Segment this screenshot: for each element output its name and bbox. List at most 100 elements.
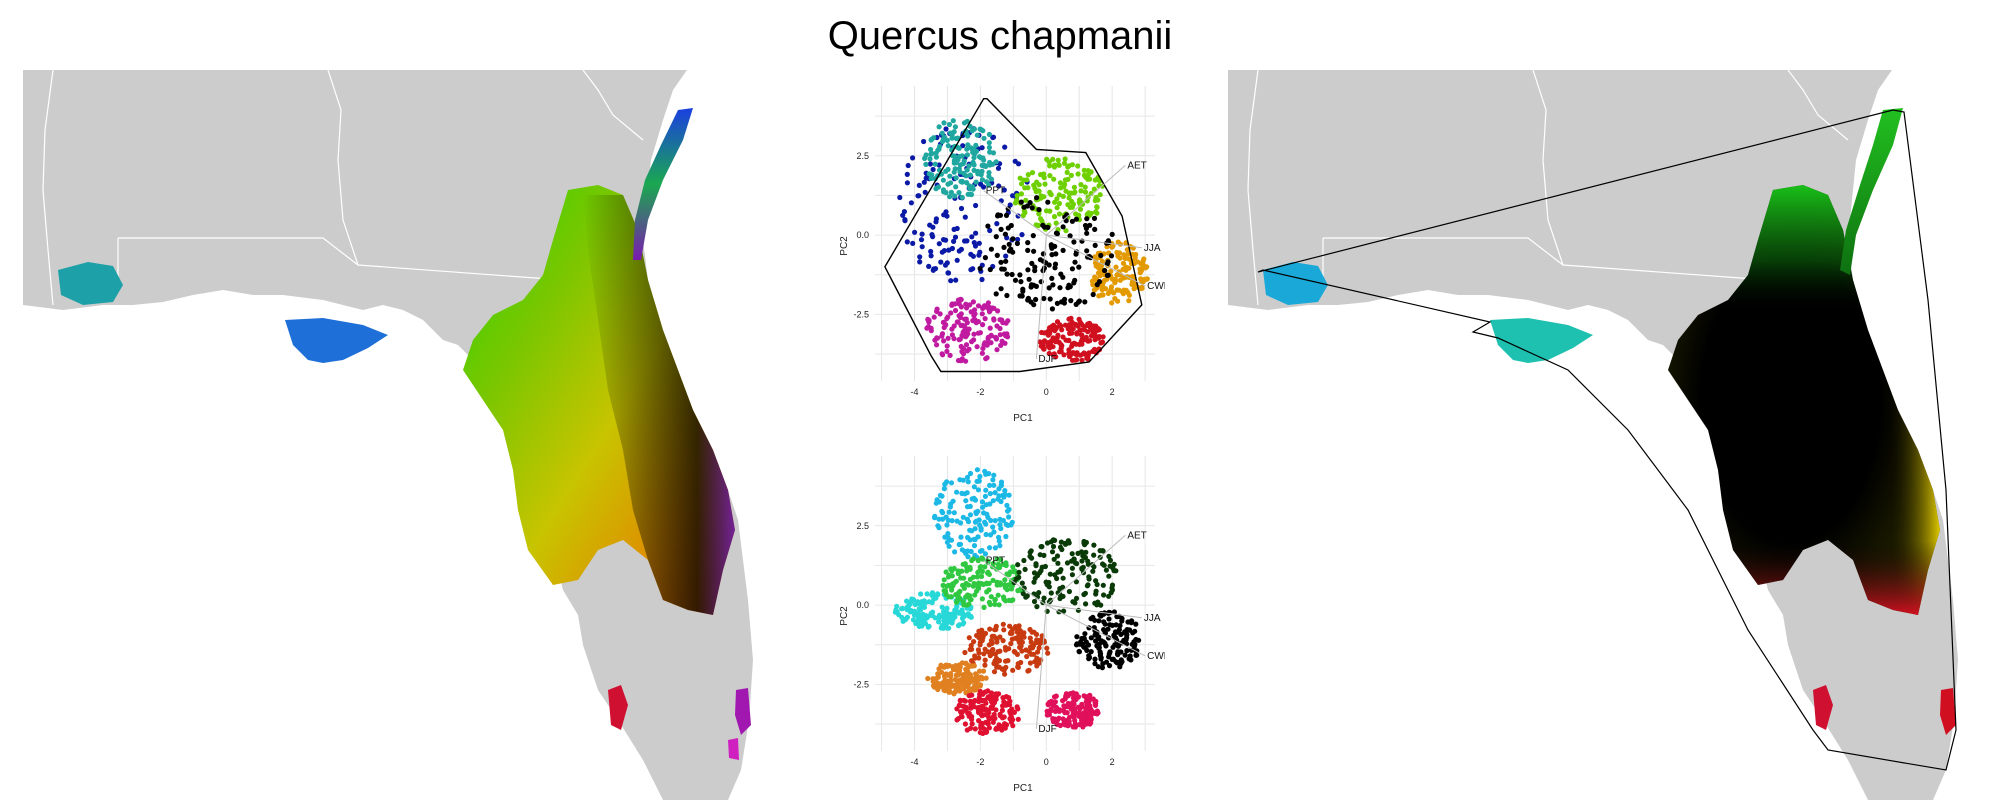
data-point: [944, 605, 950, 611]
data-point: [977, 691, 983, 697]
data-point: [1001, 187, 1007, 193]
data-point: [936, 619, 942, 625]
figure-title: Quercus chapmanii: [827, 14, 1173, 58]
data-point: [1059, 327, 1065, 333]
data-point: [1098, 252, 1104, 259]
data-point: [953, 663, 959, 669]
data-point: [987, 532, 994, 538]
data-point: [953, 578, 959, 584]
data-point: [996, 658, 1003, 664]
data-point: [986, 144, 992, 151]
data-point: [946, 572, 952, 578]
data-point: [948, 480, 955, 486]
data-point: [980, 504, 986, 510]
data-point: [955, 623, 962, 629]
data-point: [1069, 218, 1075, 224]
data-point: [976, 517, 982, 523]
data-point: [1050, 716, 1056, 722]
data-point: [998, 342, 1004, 348]
data-point: [1111, 561, 1117, 567]
data-point: [950, 498, 956, 504]
data-point: [964, 568, 970, 574]
data-point: [1073, 251, 1079, 257]
data-point: [996, 602, 1002, 608]
data-point: [950, 582, 956, 589]
data-point: [1001, 596, 1007, 602]
data-point: [1036, 182, 1042, 188]
data-point: [970, 299, 976, 305]
data-point: [1079, 321, 1085, 328]
data-point: [1038, 544, 1044, 550]
data-point: [1001, 266, 1007, 272]
data-point: [964, 167, 970, 173]
data-point: [1063, 228, 1069, 234]
data-point: [961, 613, 967, 619]
data-point: [1044, 712, 1050, 718]
data-point: [1064, 169, 1070, 175]
x-tick-label: 0: [1044, 757, 1049, 767]
data-point: [1060, 716, 1066, 722]
data-point: [1014, 197, 1020, 203]
data-point: [1051, 176, 1057, 182]
data-point: [975, 647, 981, 653]
data-point: [979, 547, 985, 554]
loading-vectors: AET PPT JJA CWD DJF: [983, 160, 1165, 365]
data-point: [1092, 661, 1098, 667]
vector-label-jja: JJA: [1144, 613, 1161, 624]
data-point: [1014, 651, 1020, 657]
data-point: [969, 557, 975, 564]
data-point: [1054, 338, 1060, 345]
data-point: [1047, 327, 1053, 334]
data-point: [925, 675, 931, 682]
data-point: [986, 710, 992, 716]
data-point: [1096, 618, 1102, 624]
data-point: [1048, 708, 1054, 714]
data-point: [1086, 350, 1092, 356]
data-point: [1074, 634, 1080, 640]
x-tick-label: -2: [976, 387, 984, 397]
y-axis-label: PC2: [839, 606, 850, 626]
data-point: [1083, 601, 1089, 607]
data-point: [909, 596, 915, 602]
data-point: [1078, 332, 1085, 338]
data-point: [1055, 157, 1061, 163]
data-point: [960, 351, 967, 357]
data-point: [917, 254, 923, 260]
data-point: [945, 270, 952, 276]
data-point: [953, 184, 959, 190]
data-point: [1054, 300, 1060, 306]
data-point: [1047, 296, 1053, 302]
data-point: [977, 330, 983, 336]
data-point: [994, 637, 1000, 643]
data-point: [1018, 199, 1024, 205]
data-point: [973, 202, 979, 209]
data-point: [1097, 192, 1103, 198]
data-point: [996, 486, 1002, 492]
data-point: [1136, 637, 1142, 643]
data-point: [964, 504, 971, 510]
data-point: [995, 165, 1002, 171]
data-point: [955, 319, 961, 325]
data-point: [992, 545, 998, 551]
data-point: [964, 146, 970, 152]
data-point: [953, 592, 959, 598]
data-point: [969, 496, 975, 502]
data-point: [936, 241, 942, 247]
data-point: [1084, 216, 1090, 222]
data-point: [1065, 176, 1071, 182]
data-point: [1004, 587, 1010, 593]
data-point: [975, 171, 981, 177]
data-point: [1066, 190, 1072, 196]
range-atlantic-coast: [1840, 108, 1903, 275]
data-point: [1015, 706, 1021, 712]
data-point: [987, 626, 993, 632]
data-point: [961, 704, 968, 710]
data-point: [982, 316, 988, 322]
data-point: [1100, 582, 1106, 588]
pca-plot-top: AET PPT JJA CWD DJF -4 -2 0 2 2.5 0.0 -2.5 PC1 PC…: [839, 86, 1165, 424]
data-point: [948, 278, 954, 284]
data-point: [990, 134, 997, 140]
data-point: [1098, 656, 1104, 662]
data-point: [1057, 322, 1063, 328]
data-point: [1082, 189, 1089, 195]
